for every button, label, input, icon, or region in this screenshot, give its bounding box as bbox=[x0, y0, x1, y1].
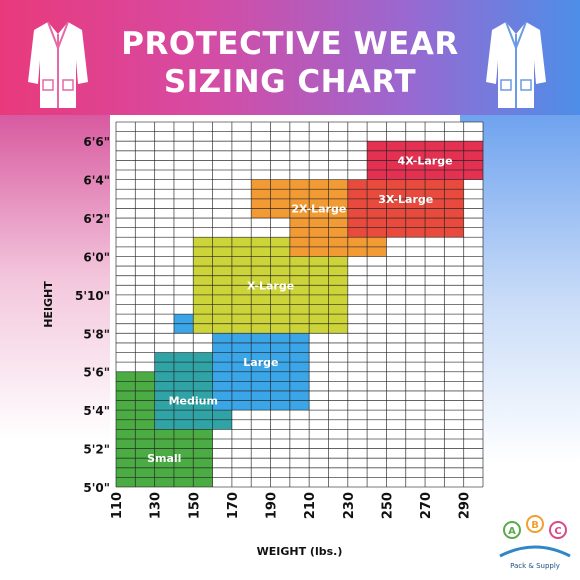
y-tick-label: 5'4" bbox=[83, 404, 110, 418]
x-tick-label: 250 bbox=[380, 492, 395, 519]
lab-coat-icon bbox=[28, 21, 88, 108]
title-line-2: SIZING CHART bbox=[163, 64, 417, 100]
y-tick-label: 5'0" bbox=[83, 481, 110, 495]
x-tick-label: 110 bbox=[110, 492, 125, 519]
svg-text:B: B bbox=[531, 520, 539, 531]
size-label-large: Large bbox=[243, 356, 278, 369]
x-axis-title: WEIGHT (lbs.) bbox=[257, 545, 343, 558]
x-tick-label: 270 bbox=[419, 492, 434, 519]
y-tick-label: 5'2" bbox=[83, 443, 110, 457]
x-tick-label: 230 bbox=[342, 492, 357, 519]
svg-text:C: C bbox=[554, 526, 561, 537]
lab-coat-icon bbox=[486, 21, 546, 108]
y-tick-label: 6'2" bbox=[83, 212, 110, 226]
y-tick-label: 6'6" bbox=[83, 135, 110, 149]
size-label-2x-large: 2X-Large bbox=[291, 202, 346, 215]
background-left bbox=[0, 115, 110, 580]
x-tick-label: 210 bbox=[303, 492, 318, 519]
y-tick-label: 5'6" bbox=[83, 366, 110, 380]
y-tick-label: 6'4" bbox=[83, 174, 110, 188]
y-tick-label: 5'10" bbox=[75, 289, 110, 303]
x-tick-label: 290 bbox=[458, 492, 473, 519]
svg-text:Pack & Supply: Pack & Supply bbox=[510, 562, 560, 570]
y-axis-title: HEIGHT bbox=[42, 281, 55, 328]
abc-logo: A B C Pack & Supply bbox=[499, 515, 571, 570]
x-tick-label: 190 bbox=[265, 492, 280, 519]
title-line-1: PROTECTIVE WEAR bbox=[121, 26, 459, 62]
y-tick-label: 5'8" bbox=[83, 327, 110, 341]
x-tick-label: 170 bbox=[226, 492, 241, 519]
y-tick-label: 6'0" bbox=[83, 250, 110, 264]
x-tick-label: 130 bbox=[149, 492, 164, 519]
size-label-small: Small bbox=[147, 452, 181, 465]
size-label-x-large: X-Large bbox=[247, 279, 294, 292]
svg-text:A: A bbox=[508, 526, 516, 537]
size-label-4x-large: 4X-Large bbox=[398, 154, 453, 167]
x-tick-label: 150 bbox=[187, 492, 202, 519]
size-label-medium: Medium bbox=[169, 395, 218, 408]
size-label-3x-large: 3X-Large bbox=[378, 193, 433, 206]
header-banner bbox=[0, 0, 580, 115]
